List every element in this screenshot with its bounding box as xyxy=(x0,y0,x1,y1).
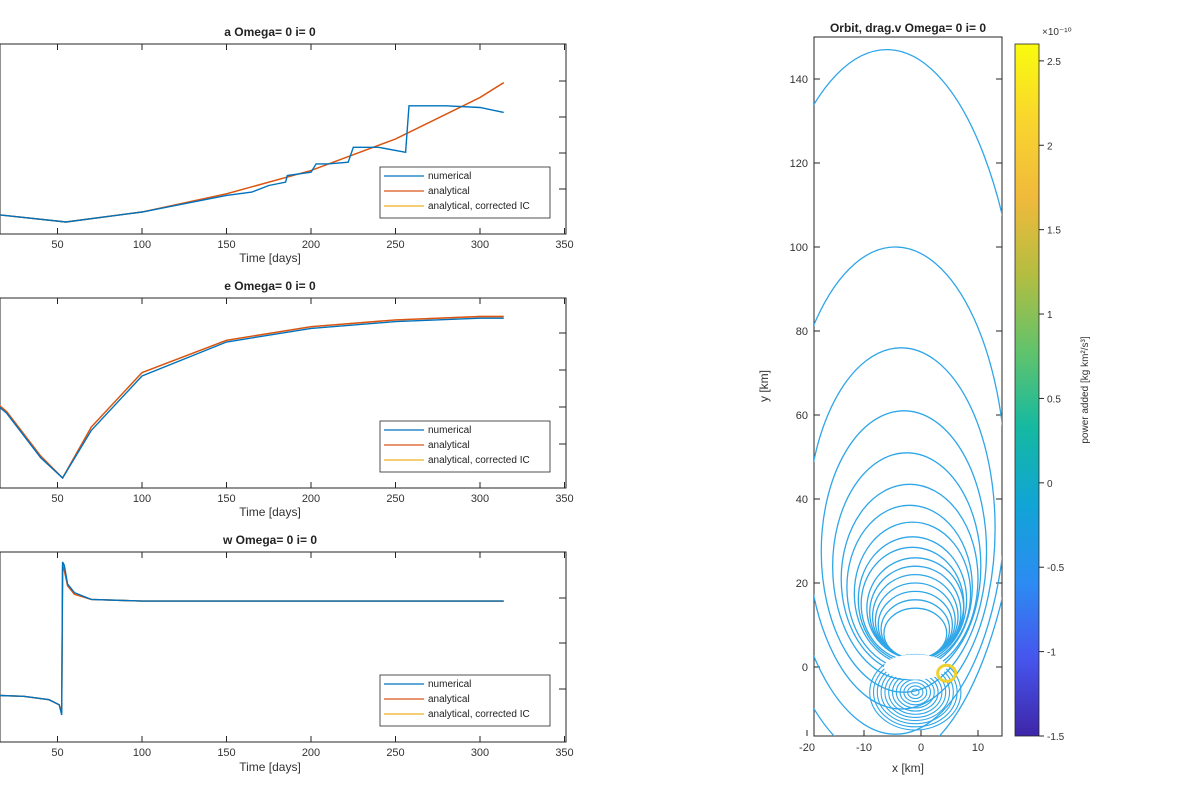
x-tick-label: 50 xyxy=(51,239,63,251)
orbit-y-tick-label: 80 xyxy=(796,326,808,338)
series-line-numerical xyxy=(0,561,504,716)
axes-box-orbit xyxy=(813,36,1003,737)
x-tick-label: 300 xyxy=(471,493,489,505)
x-tick-label: 200 xyxy=(302,239,320,251)
x-tick-label: 250 xyxy=(386,493,404,505)
colorbar-ticks: -1.5 -1 -0.5 0 0.5 1 1.5 2 2.5 xyxy=(1039,57,1065,743)
title-orbit: Orbit, drag.v Omega= 0 i= 0 xyxy=(830,21,986,35)
orbit-ellipse xyxy=(832,452,982,681)
colorbar-tick-label: -1.5 xyxy=(1047,732,1065,743)
orbit-ellipse xyxy=(814,246,1002,735)
colorbar-label: power added [kg km²/s³] xyxy=(1080,336,1091,443)
legend-e-item-0: numerical xyxy=(428,425,471,436)
x-tick-label: 100 xyxy=(133,239,151,251)
legend-e: numerical analytical analytical, correct… xyxy=(379,420,551,473)
series-line-numerical xyxy=(0,105,504,223)
series-lines-a xyxy=(0,82,505,223)
legend-e-item-1: analytical xyxy=(428,440,470,451)
orbit-y-tick-label: 120 xyxy=(790,158,808,170)
colorbar-tick-label: 1.5 xyxy=(1047,226,1061,237)
x-tick-label: 200 xyxy=(302,747,320,759)
xlabel-w: Time [days] xyxy=(239,760,301,774)
colorbar-tick-label: 0.5 xyxy=(1047,394,1061,405)
colorbar-exponent: ×10⁻¹⁰ xyxy=(1042,27,1072,38)
orbit-y-tick-label: 100 xyxy=(790,242,808,254)
right-ticks-e xyxy=(559,332,566,445)
origin-gap xyxy=(883,654,947,680)
colorbar-tick-label: -0.5 xyxy=(1047,563,1065,574)
x-tick-label: 150 xyxy=(217,239,235,251)
right-ticks-w xyxy=(559,597,566,690)
colorbar-gradient xyxy=(1014,43,1040,737)
x-ticks-a: 50 100 150 200 250 300 350 xyxy=(51,44,574,251)
x-tick-label: 300 xyxy=(471,747,489,759)
orbit-y-tick-label: 20 xyxy=(796,578,808,590)
legend-a: numerical analytical analytical, correct… xyxy=(379,166,551,219)
legend-w-item-1: analytical xyxy=(428,694,470,705)
legend-e-item-2: analytical, corrected IC xyxy=(428,455,530,466)
subplot-a: a Omega= 0 i= 0 Time [days] 50 100 150 200 2… xyxy=(0,25,574,265)
subplot-w: w Omega= 0 i= 0 Time [days] 50 100 150 200 2… xyxy=(0,533,574,774)
orbit-curves xyxy=(814,49,1002,736)
xlabel-a: Time [days] xyxy=(239,251,301,265)
orbit-lower-ring xyxy=(907,685,924,700)
x-ticks-w: 50 100 150 200 250 300 350 xyxy=(51,552,574,759)
legend-w: numerical analytical analytical, correct… xyxy=(379,674,551,727)
subplot-e: e Omega= 0 i= 0 Time [days] 50 100 150 200 2… xyxy=(0,279,574,519)
orbit-ellipse xyxy=(814,347,996,710)
x-tick-label: 350 xyxy=(555,493,573,505)
title-a: a Omega= 0 i= 0 xyxy=(224,25,316,39)
orbit-ellipse xyxy=(814,49,1002,736)
orbit-high-power-segment xyxy=(936,663,958,683)
x-tick-label: 250 xyxy=(386,747,404,759)
legend-a-item-1: analytical xyxy=(428,186,470,197)
series-lines-e xyxy=(0,315,504,480)
ylabel-orbit: y [km] xyxy=(757,370,771,402)
orbit-y-tick-label: 60 xyxy=(796,410,808,422)
x-tick-label: 100 xyxy=(133,747,151,759)
colorbar-tick-label: 2 xyxy=(1047,141,1053,152)
x-tick-label: 350 xyxy=(555,747,573,759)
x-tick-label: 50 xyxy=(51,747,63,759)
colorbar-tick-label: -1 xyxy=(1047,648,1056,659)
subplot-orbit: Orbit, drag.v Omega= 0 i= 0 x [km] y [km… xyxy=(757,21,1003,775)
title-e: e Omega= 0 i= 0 xyxy=(224,279,316,293)
orbit-x-tick-label: 0 xyxy=(918,742,924,754)
x-tick-label: 300 xyxy=(471,239,489,251)
legend-w-item-0: numerical xyxy=(428,679,471,690)
series-line-analytical xyxy=(0,315,504,480)
x-tick-label: 50 xyxy=(51,493,63,505)
x-tick-label: 250 xyxy=(386,239,404,251)
orbit-y-tick-label: 140 xyxy=(790,74,808,86)
orbit-x-tick-label: 10 xyxy=(972,742,984,754)
x-tick-label: 150 xyxy=(217,493,235,505)
legend-w-item-2: analytical, corrected IC xyxy=(428,709,530,720)
x-tick-label: 350 xyxy=(555,239,573,251)
x-tick-label: 150 xyxy=(217,747,235,759)
colorbar-tick-label: 1 xyxy=(1047,310,1053,321)
orbit-lower-ring xyxy=(899,679,932,706)
orbit-y-tick-label: 40 xyxy=(796,494,808,506)
x-tick-label: 200 xyxy=(302,493,320,505)
xlabel-e: Time [days] xyxy=(239,505,301,519)
colorbar-tick-label: 2.5 xyxy=(1047,57,1061,68)
series-line-numerical xyxy=(0,317,504,480)
orbit-y-tick-label: 0 xyxy=(802,662,808,674)
xlabel-orbit: x [km] xyxy=(892,761,924,775)
orbit-lower-ring xyxy=(903,682,928,703)
x-tick-label: 100 xyxy=(133,493,151,505)
x-ticks-e: 50 100 150 200 250 300 350 xyxy=(51,298,574,505)
orbit-lower-ring xyxy=(910,688,920,696)
orbit-x-tick-label: -20 xyxy=(799,742,815,754)
series-lines-w xyxy=(0,561,504,716)
colorbar: ×10⁻¹⁰ -1.5 -1 -0.5 0 0.5 1 1.5 2 2.5 power adde… xyxy=(1014,27,1091,743)
legend-a-item-0: numerical xyxy=(428,171,471,182)
legend-a-item-2: analytical, corrected IC xyxy=(428,201,530,212)
colorbar-tick-label: 0 xyxy=(1047,479,1053,490)
right-ticks-a xyxy=(559,80,566,190)
title-w: w Omega= 0 i= 0 xyxy=(222,533,317,547)
orbit-x-tick-label: -10 xyxy=(856,742,872,754)
